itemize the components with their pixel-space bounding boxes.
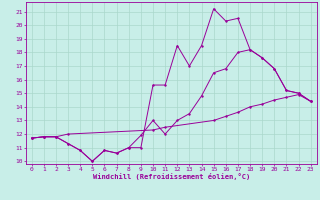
- X-axis label: Windchill (Refroidissement éolien,°C): Windchill (Refroidissement éolien,°C): [92, 173, 250, 180]
